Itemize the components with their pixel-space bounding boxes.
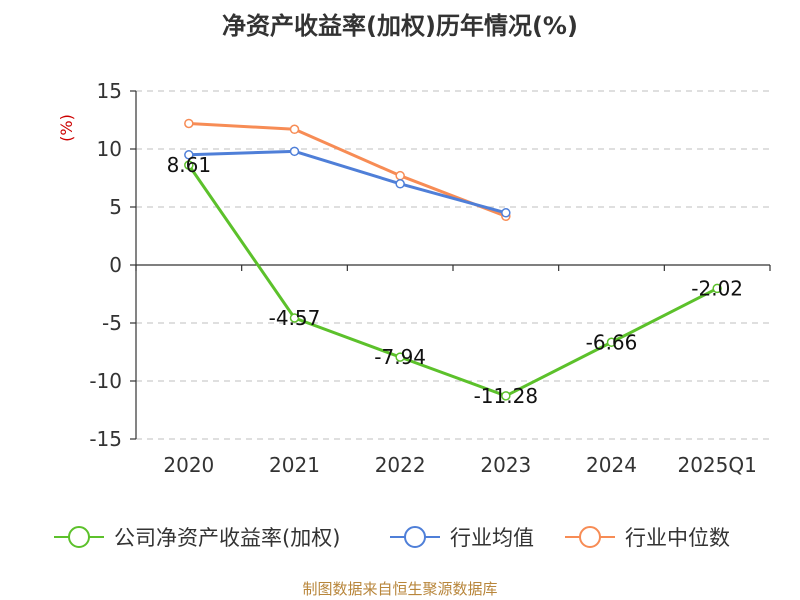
y-tick-label: 15 — [97, 79, 122, 103]
data-point — [184, 160, 194, 170]
data-point — [395, 179, 405, 189]
data-label: -2.02 — [691, 276, 743, 300]
data-point — [606, 337, 617, 348]
axis-layer: 15 10 5 0 -5 -10 -15 2020 2021 2022 2023 2024 2025Q1 — [89, 79, 771, 477]
data-label: -11.28 — [474, 384, 538, 408]
data-label: -4.57 — [269, 306, 321, 330]
y-tick-label: 5 — [109, 195, 122, 219]
legend-marker — [579, 526, 601, 548]
data-point — [289, 124, 300, 135]
data-point — [501, 208, 511, 218]
data-point — [501, 391, 511, 401]
x-tick-label: 2022 — [375, 453, 426, 477]
x-tick-label: 2020 — [163, 453, 214, 477]
series-line — [188, 121, 507, 218]
data-point — [289, 313, 300, 323]
grid-layer — [136, 90, 770, 440]
y-tick-label: 10 — [97, 137, 122, 161]
legend: 公司净资产收益率(加权) 行业均值 行业中位数 — [54, 526, 730, 550]
source-note: 制图数据来自恒生聚源数据库 — [302, 580, 497, 598]
y-axis-unit-label: (%) — [57, 114, 76, 142]
data-point — [395, 170, 405, 181]
data-point — [289, 146, 300, 157]
data-label: 8.61 — [167, 153, 212, 177]
y-tick-label: -15 — [89, 427, 122, 451]
series-line — [187, 164, 718, 398]
legend-label: 行业中位数 — [625, 526, 730, 550]
x-tick-label: 2024 — [586, 453, 637, 477]
series-layer — [184, 118, 722, 401]
chart-title: 净资产收益率(加权)历年情况(%) — [222, 12, 578, 40]
data-point — [184, 150, 194, 160]
legend-marker — [68, 526, 90, 548]
legend-marker — [404, 526, 426, 548]
y-tick-label: -10 — [89, 369, 122, 393]
data-label-layer: 8.61 -4.57 -7.94 -11.28 -6.66 -2.02 — [167, 153, 743, 408]
y-tick-label: 0 — [109, 253, 122, 277]
data-point — [184, 118, 194, 129]
x-tick-label: 2023 — [480, 453, 531, 477]
x-tick-label: 2021 — [269, 453, 320, 477]
data-point — [712, 283, 722, 294]
legend-label: 行业均值 — [450, 526, 534, 550]
x-tick-label: 2025Q1 — [677, 453, 756, 477]
data-label: -6.66 — [586, 330, 638, 354]
data-point — [395, 352, 405, 362]
series-line — [188, 149, 507, 215]
data-label: -7.94 — [374, 345, 426, 369]
y-tick-label: -5 — [102, 311, 122, 335]
legend-label: 公司净资产收益率(加权) — [114, 526, 340, 550]
